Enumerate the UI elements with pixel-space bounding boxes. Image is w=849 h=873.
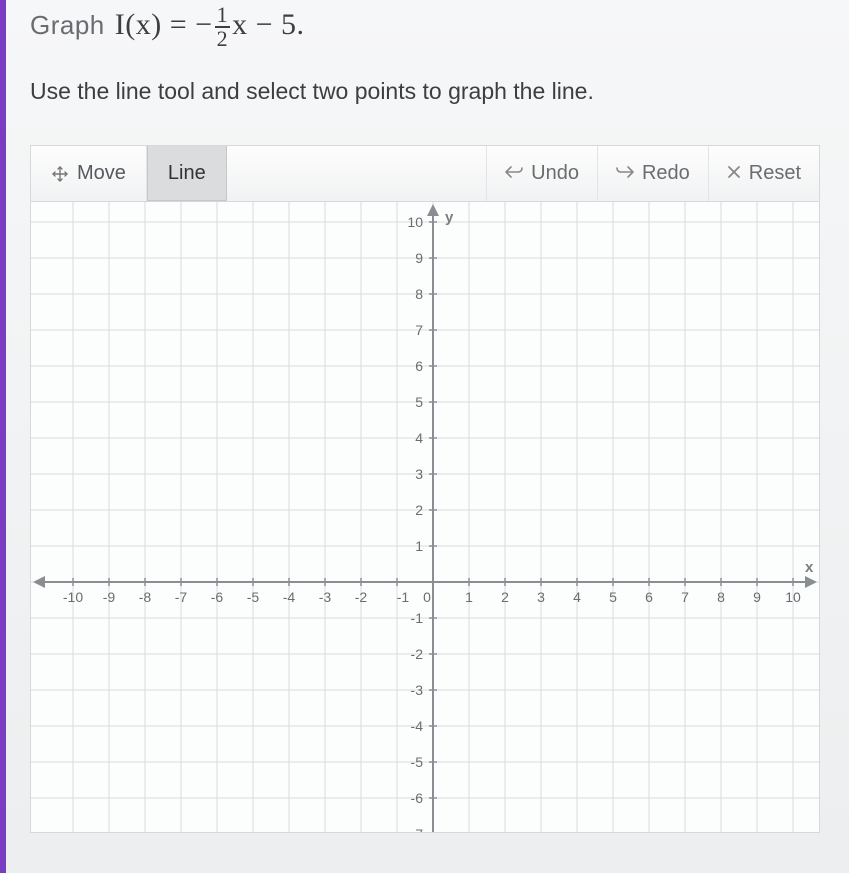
instruction-text: Use the line tool and select two points … bbox=[30, 60, 829, 145]
equation-var2: x bbox=[232, 8, 248, 41]
line-tool-button[interactable]: Line bbox=[147, 146, 227, 201]
svg-text:4: 4 bbox=[415, 430, 423, 446]
svg-text:5: 5 bbox=[609, 589, 617, 605]
svg-text:3: 3 bbox=[415, 466, 423, 482]
page-container: Graph I(x) = −12x − 5. Use the line tool… bbox=[0, 0, 849, 873]
svg-text:8: 8 bbox=[415, 286, 423, 302]
svg-text:5: 5 bbox=[415, 394, 423, 410]
redo-label: Redo bbox=[642, 162, 690, 185]
equation-var: x bbox=[136, 8, 152, 41]
svg-text:9: 9 bbox=[753, 589, 761, 605]
svg-text:-4: -4 bbox=[411, 718, 424, 734]
svg-text:2: 2 bbox=[501, 589, 509, 605]
svg-text:6: 6 bbox=[415, 358, 423, 374]
undo-button[interactable]: Undo bbox=[486, 146, 597, 201]
equation-prefix: Graph bbox=[30, 10, 105, 40]
svg-text:0: 0 bbox=[423, 589, 431, 605]
equation-constant: 5 bbox=[281, 8, 297, 41]
left-accent-bar bbox=[0, 0, 6, 873]
svg-text:-7: -7 bbox=[175, 589, 188, 605]
undo-label: Undo bbox=[531, 162, 579, 185]
equation-func: I bbox=[115, 8, 126, 41]
svg-text:7: 7 bbox=[681, 589, 689, 605]
svg-text:4: 4 bbox=[573, 589, 581, 605]
redo-button[interactable]: Redo bbox=[597, 146, 708, 201]
svg-text:-6: -6 bbox=[211, 589, 224, 605]
svg-text:-5: -5 bbox=[247, 589, 260, 605]
svg-text:7: 7 bbox=[415, 322, 423, 338]
svg-text:-7: -7 bbox=[411, 826, 424, 832]
move-icon bbox=[51, 165, 69, 183]
svg-text:-3: -3 bbox=[319, 589, 332, 605]
svg-text:8: 8 bbox=[717, 589, 725, 605]
graph-toolbar: Move Line Undo Redo bbox=[31, 146, 819, 202]
move-tool-button[interactable]: Move bbox=[31, 146, 147, 201]
svg-text:1: 1 bbox=[465, 589, 473, 605]
line-tool-label: Line bbox=[168, 162, 206, 185]
svg-text:10: 10 bbox=[407, 214, 423, 230]
svg-text:-6: -6 bbox=[411, 790, 424, 806]
svg-text:-10: -10 bbox=[63, 589, 83, 605]
svg-text:3: 3 bbox=[537, 589, 545, 605]
equation-display: Graph I(x) = −12x − 5. bbox=[30, 0, 829, 60]
svg-text:-2: -2 bbox=[355, 589, 368, 605]
svg-text:-2: -2 bbox=[411, 646, 424, 662]
graph-widget: Move Line Undo Redo bbox=[30, 145, 820, 833]
reset-icon bbox=[727, 163, 741, 184]
svg-text:9: 9 bbox=[415, 250, 423, 266]
svg-text:6: 6 bbox=[645, 589, 653, 605]
svg-text:y: y bbox=[445, 209, 454, 226]
svg-text:-4: -4 bbox=[283, 589, 296, 605]
svg-text:2: 2 bbox=[415, 502, 423, 518]
graph-canvas[interactable]: -10-9-8-7-6-5-4-3-212345678910-7-6-5-4-3… bbox=[31, 202, 819, 832]
redo-icon bbox=[616, 163, 634, 184]
move-tool-label: Move bbox=[77, 162, 126, 185]
svg-text:-3: -3 bbox=[411, 682, 424, 698]
svg-text:10: 10 bbox=[785, 589, 801, 605]
svg-text:-1: -1 bbox=[411, 610, 424, 626]
undo-icon bbox=[505, 163, 523, 184]
svg-text:1: 1 bbox=[415, 538, 423, 554]
reset-button[interactable]: Reset bbox=[708, 146, 819, 201]
svg-text:-8: -8 bbox=[139, 589, 152, 605]
svg-text:-5: -5 bbox=[411, 754, 424, 770]
reset-label: Reset bbox=[749, 162, 801, 185]
svg-text:x: x bbox=[805, 559, 814, 576]
svg-text:-1: -1 bbox=[397, 589, 410, 605]
graph-svg: -10-9-8-7-6-5-4-3-212345678910-7-6-5-4-3… bbox=[31, 202, 819, 832]
equation-fraction: 12 bbox=[215, 4, 231, 50]
svg-text:-9: -9 bbox=[103, 589, 116, 605]
